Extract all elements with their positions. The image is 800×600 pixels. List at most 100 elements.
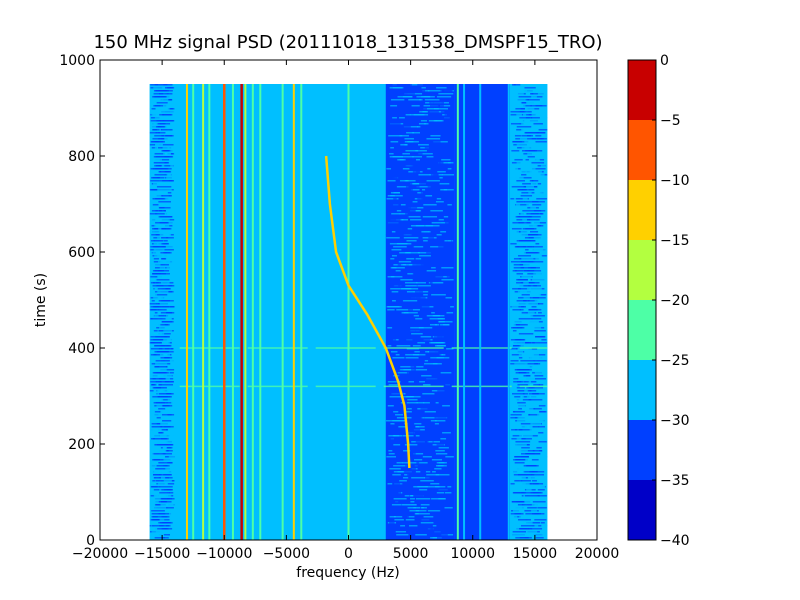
colorbar-tick-label: −5 bbox=[660, 113, 681, 129]
spectrogram-speckle bbox=[521, 447, 530, 449]
spectrogram-speckle bbox=[431, 312, 435, 314]
spectrogram-speckle bbox=[422, 216, 438, 218]
spectrogram-speckle bbox=[513, 516, 518, 518]
spectrogram-speckle bbox=[158, 228, 162, 230]
spectrogram-speckle bbox=[510, 261, 524, 263]
spectrogram-speckle bbox=[415, 513, 430, 515]
spectrogram-speckle bbox=[164, 141, 173, 143]
spectrogram-speckle bbox=[435, 420, 446, 422]
spectrogram-speckle bbox=[528, 477, 542, 479]
spectrogram-speckle bbox=[517, 420, 524, 422]
spectrogram-speckle bbox=[512, 435, 518, 437]
spectrogram-speckle bbox=[152, 306, 158, 308]
spectrogram-speckle bbox=[535, 258, 543, 260]
spectrogram-speckle bbox=[151, 423, 161, 425]
spectrogram-speckle bbox=[511, 354, 522, 356]
spectrogram-speckle bbox=[156, 186, 172, 188]
spectrogram-speckle bbox=[428, 237, 434, 239]
x-axis: −20000 −15000 −10000 −5000 0 5000 10000 15000 20… bbox=[72, 60, 619, 562]
spectrogram-speckle bbox=[539, 411, 547, 413]
spectrogram-speckle bbox=[425, 102, 434, 104]
spectrogram-speckle bbox=[519, 396, 524, 398]
spectrogram-speckle bbox=[520, 291, 535, 293]
spectrogram-speckle bbox=[423, 312, 430, 314]
spectrogram-speckle bbox=[390, 141, 399, 143]
spectrogram-speckle bbox=[540, 192, 545, 194]
spectrogram-speckle bbox=[156, 423, 160, 425]
spectrogram-speckle bbox=[402, 528, 415, 530]
spectrogram-speckle bbox=[155, 198, 164, 200]
spectrogram-speckle bbox=[405, 519, 415, 521]
spectrogram-speckle bbox=[168, 234, 174, 236]
x-tick-label: 20000 bbox=[575, 546, 620, 562]
spectrogram-speckle bbox=[516, 162, 528, 164]
spectrogram-speckle bbox=[531, 510, 538, 512]
spectrogram-speckle bbox=[154, 267, 165, 269]
spectrogram-speckle bbox=[151, 210, 158, 212]
spectrogram-speckle bbox=[411, 333, 423, 335]
spectrogram-speckle bbox=[513, 474, 527, 476]
spectrogram-speckle bbox=[153, 243, 164, 245]
spectrogram-speckle bbox=[156, 285, 171, 287]
spectrogram-speckle bbox=[426, 108, 439, 110]
spectrogram-speckle bbox=[154, 345, 170, 347]
spectrogram-speckle bbox=[512, 345, 520, 347]
spectrogram-speckle bbox=[153, 183, 168, 185]
spectrogram-speckle bbox=[520, 498, 533, 500]
spectrogram-speckle bbox=[515, 204, 521, 206]
spectrogram-speckle bbox=[390, 228, 405, 230]
colorbar-segment bbox=[628, 60, 656, 120]
spectrogram-speckle bbox=[164, 315, 172, 317]
spectrogram-speckle bbox=[536, 345, 545, 347]
spectrogram-speckle bbox=[153, 306, 162, 308]
spectrogram-speckle bbox=[417, 342, 426, 344]
spectrogram-speckle bbox=[528, 234, 542, 236]
spectrogram-speckle bbox=[400, 216, 409, 218]
spectrogram-speckle bbox=[169, 372, 174, 374]
spectrogram-speckle bbox=[388, 435, 396, 437]
spectrogram-speckle bbox=[523, 282, 529, 284]
spectrogram-speckle bbox=[537, 393, 545, 395]
colorbar-tick-label: −10 bbox=[660, 173, 690, 189]
spectrogram-speckle bbox=[167, 219, 175, 221]
spectrogram-speckle bbox=[412, 345, 421, 347]
spectrogram-speckle bbox=[415, 192, 419, 194]
spectrogram-speckle bbox=[149, 411, 155, 413]
spectrogram-speckle bbox=[521, 135, 531, 137]
spectrogram-speckle bbox=[160, 498, 173, 500]
spectrogram-speckle bbox=[158, 201, 171, 203]
spectrogram-speckle bbox=[402, 504, 417, 506]
spectrogram-speckle bbox=[421, 303, 431, 305]
spectrogram-speckle bbox=[163, 474, 172, 476]
spectrogram-speckle bbox=[426, 156, 434, 158]
spectrogram-speckle bbox=[438, 447, 449, 449]
spectrogram-speckle bbox=[410, 189, 420, 191]
spectrogram-speckle bbox=[149, 132, 157, 134]
spectrogram-speckle bbox=[520, 108, 525, 110]
spectrogram-speckle bbox=[158, 315, 167, 317]
spectrogram-speckle bbox=[406, 372, 411, 374]
spectrogram-speckle bbox=[151, 159, 163, 161]
spectrogram-speckle bbox=[525, 342, 529, 344]
spectrogram-speckle bbox=[535, 516, 546, 518]
spectrogram-speckle bbox=[436, 171, 446, 173]
spectrogram-speckle bbox=[153, 450, 167, 452]
spectrogram-speckle bbox=[389, 414, 394, 416]
spectrogram-speckle bbox=[394, 372, 409, 374]
spectrogram-speckle bbox=[399, 159, 404, 161]
spectrogram-speckle bbox=[418, 144, 429, 146]
spectrogram-speckle bbox=[399, 480, 407, 482]
spectrogram-speckle bbox=[524, 201, 539, 203]
spectrogram-speckle bbox=[437, 537, 448, 539]
spectrogram-speckle bbox=[407, 249, 422, 251]
spectrogram-speckle bbox=[150, 120, 165, 122]
spectrogram-speckle bbox=[521, 276, 532, 278]
spectrogram-speckle bbox=[390, 147, 394, 149]
spectrogram-speckle bbox=[389, 123, 401, 125]
spectrogram-speckle bbox=[415, 441, 429, 443]
spectrogram-speckle bbox=[406, 291, 415, 293]
spectrogram-speckle bbox=[434, 354, 441, 356]
spectrogram-speckle bbox=[387, 180, 396, 182]
x-axis-label: frequency (Hz) bbox=[296, 565, 399, 581]
spectrogram-speckle bbox=[154, 324, 165, 326]
